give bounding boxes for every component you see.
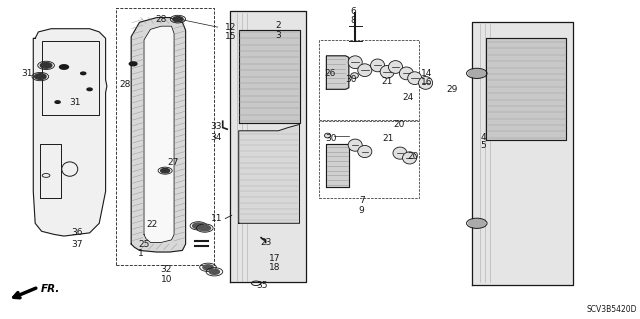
Text: 20: 20 [407, 152, 419, 161]
Circle shape [199, 225, 211, 231]
Ellipse shape [348, 56, 362, 69]
Circle shape [193, 223, 204, 229]
Text: 31: 31 [22, 69, 33, 78]
Text: 32: 32 [161, 265, 172, 274]
Ellipse shape [403, 152, 417, 164]
Circle shape [81, 72, 86, 75]
Circle shape [60, 65, 68, 69]
Text: 30: 30 [326, 134, 337, 143]
Text: 20: 20 [393, 120, 404, 129]
Polygon shape [486, 38, 566, 140]
Text: 25: 25 [138, 240, 150, 249]
Polygon shape [472, 22, 573, 285]
Polygon shape [326, 144, 349, 187]
Ellipse shape [62, 162, 78, 176]
Text: 2: 2 [276, 21, 281, 30]
Text: 5: 5 [481, 141, 486, 150]
Text: 18: 18 [269, 263, 281, 272]
Ellipse shape [358, 145, 372, 158]
Text: 36: 36 [71, 228, 83, 237]
Ellipse shape [388, 61, 403, 73]
Text: 1: 1 [138, 249, 143, 258]
Text: 8: 8 [351, 16, 356, 25]
Text: 15: 15 [225, 32, 236, 41]
Text: 24: 24 [403, 93, 414, 102]
Ellipse shape [324, 133, 331, 138]
Circle shape [161, 168, 170, 173]
Polygon shape [131, 18, 186, 252]
Ellipse shape [351, 73, 358, 78]
Text: 31: 31 [70, 98, 81, 107]
Text: 29: 29 [446, 85, 458, 94]
Text: 16: 16 [420, 78, 432, 87]
Text: 22: 22 [147, 220, 158, 229]
Text: 11: 11 [211, 214, 222, 223]
Text: 21: 21 [381, 77, 393, 86]
Circle shape [129, 62, 137, 66]
Text: 14: 14 [420, 69, 432, 78]
Text: 7: 7 [359, 197, 364, 205]
Text: 10: 10 [161, 275, 172, 284]
Text: 3: 3 [276, 31, 281, 40]
Ellipse shape [408, 72, 422, 85]
Ellipse shape [380, 65, 394, 78]
Circle shape [468, 69, 485, 78]
Text: FR.: FR. [40, 284, 60, 294]
Text: 17: 17 [269, 254, 281, 263]
Polygon shape [326, 56, 349, 89]
Text: 35: 35 [257, 281, 268, 290]
Text: 27: 27 [167, 158, 179, 167]
Circle shape [87, 88, 92, 91]
Circle shape [55, 101, 60, 103]
Circle shape [203, 265, 213, 270]
Text: 30: 30 [345, 75, 356, 84]
Circle shape [35, 74, 46, 79]
Text: 21: 21 [383, 134, 394, 143]
Ellipse shape [348, 139, 362, 151]
Polygon shape [239, 30, 300, 123]
Text: 12: 12 [225, 23, 236, 32]
Polygon shape [239, 124, 300, 223]
Text: 9: 9 [359, 206, 364, 215]
Ellipse shape [419, 77, 433, 89]
Ellipse shape [358, 64, 372, 77]
Text: 4: 4 [481, 133, 486, 142]
Ellipse shape [371, 59, 385, 72]
Text: 28: 28 [119, 80, 131, 89]
Text: 34: 34 [211, 133, 222, 142]
Circle shape [173, 17, 183, 22]
Ellipse shape [393, 147, 407, 159]
Text: SCV3B5420D: SCV3B5420D [586, 305, 637, 314]
Circle shape [468, 219, 485, 227]
Polygon shape [230, 11, 306, 282]
Text: 26: 26 [324, 69, 335, 78]
Circle shape [40, 63, 52, 68]
Text: 23: 23 [260, 238, 271, 247]
Text: 28: 28 [156, 15, 167, 24]
Polygon shape [33, 29, 107, 236]
Ellipse shape [399, 67, 413, 80]
Text: 37: 37 [71, 240, 83, 249]
Circle shape [209, 269, 220, 274]
Text: 33: 33 [211, 122, 222, 130]
Text: 6: 6 [351, 7, 356, 16]
Polygon shape [144, 26, 174, 242]
